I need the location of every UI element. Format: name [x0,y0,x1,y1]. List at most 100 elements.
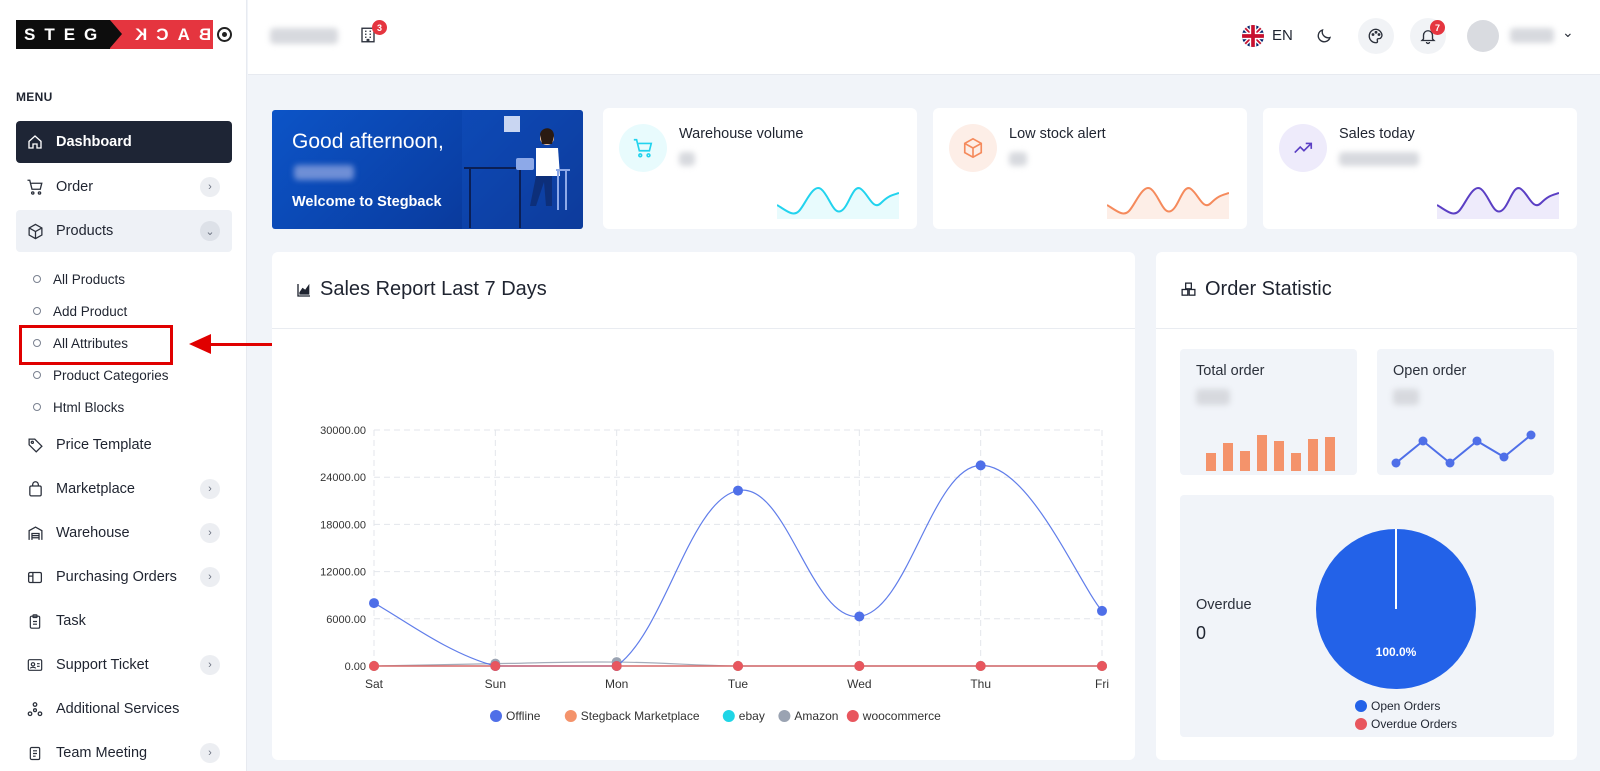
contact-card-icon [26,656,44,674]
data-point [490,661,501,671]
user-avatar[interactable] [1467,20,1499,52]
chevron-down-icon[interactable]: ⌄ [1562,24,1574,40]
services-icon [26,700,44,718]
sidebar-item-task[interactable]: Task [16,600,232,642]
open-order-card: Open order [1377,349,1554,475]
open-order-label: Open order [1393,363,1467,379]
legend-label: woocommerce [862,709,941,723]
store-name-blurred[interactable] [270,28,338,44]
legend-label: ebay [739,709,765,723]
x-tick-label: Wed [847,677,871,691]
data-point [1097,605,1107,616]
sidebar-item-support-ticket[interactable]: Support Ticket › [16,644,232,686]
sales-report-panel: Sales Report Last 7 Days 30000.00 24000.0… [272,252,1135,760]
sidebar-item-label: Support Ticket [56,657,149,673]
sidebar-toggle-icon[interactable] [217,27,232,42]
annotation-arrow-head [189,334,211,354]
data-point [611,661,622,671]
legend-label: Open Orders [1371,699,1440,713]
subitem-html-blocks[interactable]: Html Blocks [33,396,124,418]
subitem-add-product[interactable]: Add Product [33,300,127,322]
dark-mode-button[interactable] [1306,18,1342,54]
legend-marker [1355,700,1367,712]
chevron-down-icon[interactable]: ⌄ [200,221,220,241]
sparkline-low-stock-alert [1107,186,1229,219]
sidebar-item-label: Products [56,223,114,239]
y-tick-label: 6000.00 [326,614,366,626]
chevron-right-icon[interactable]: › [200,743,220,763]
stat-card-low-stock-alert: Low stock alert [933,108,1247,229]
legend-marker [564,710,577,722]
y-tick-label: 0.00 [345,661,366,673]
data-point [854,661,865,671]
data-point [1097,661,1107,671]
box-icon [949,124,997,172]
theme-button[interactable] [1358,18,1394,54]
user-name-blurred[interactable] [1510,28,1554,43]
chevron-right-icon[interactable]: › [200,479,220,499]
home-icon [26,133,44,151]
sidebar-item-team-meeting[interactable]: Team Meeting › [16,732,232,771]
y-tick-label: 30000.00 [320,425,366,437]
chevron-right-icon[interactable]: › [200,567,220,587]
tag-icon [26,436,44,454]
total-order-card: Total order [1180,349,1357,475]
moon-icon [1317,28,1332,43]
stegback-logo[interactable]: STEG BACK [16,20,214,49]
sidebar: STEG BACK MENU Dashboard Order › Product… [0,0,247,771]
greeting-text: Good afternoon, [292,130,444,153]
stat-value-blurred [679,152,695,166]
chevron-right-icon[interactable]: › [200,177,220,197]
data-point [975,460,986,471]
total-order-label: Total order [1196,363,1265,379]
overdue-value: 0 [1196,623,1207,643]
subitem-all-products[interactable]: All Products [33,268,125,290]
sidebar-item-label: Additional Services [56,701,180,717]
sales-report-title: Sales Report Last 7 Days [320,278,547,300]
sidebar-item-label: Warehouse [56,525,130,541]
area-chart-icon [296,282,312,298]
subitem-product-categories[interactable]: Product Categories [33,364,169,386]
data-point [733,485,743,496]
language-selector[interactable]: EN [1272,27,1293,44]
data-point [369,598,379,609]
notifications-button[interactable]: 7 [1410,18,1446,54]
sidebar-item-dashboard[interactable]: Dashboard [16,121,232,163]
sidebar-item-label: Purchasing Orders [56,569,177,585]
sales-line-chart: 30000.00 24000.00 18000.00 12000.00 6000.00 0… [320,425,1109,723]
sidebar-item-order[interactable]: Order › [16,166,232,208]
box-icon [26,222,44,240]
stat-value-blurred [1339,152,1419,166]
x-tick-label: Tue [728,677,749,691]
total-order-value-blurred [1196,389,1230,405]
welcome-subtitle: Welcome to Stegback [292,194,442,210]
sidebar-item-label: Team Meeting [56,745,148,761]
chevron-right-icon[interactable]: › [200,655,220,675]
legend-marker [722,710,735,722]
sidebar-item-additional-services[interactable]: Additional Services [16,688,232,730]
sidebar-item-label: Price Template [56,437,152,453]
order-statistic-title: Order Statistic [1205,278,1332,300]
sidebar-item-products[interactable]: Products ⌄ [16,210,232,252]
sidebar-item-purchasing-orders[interactable]: Purchasing Orders › [16,556,232,598]
sidebar-item-marketplace[interactable]: Marketplace › [16,468,232,510]
palette-icon [1368,28,1383,44]
cart-icon [26,178,44,196]
subitem-all-attributes[interactable]: All Attributes [33,332,128,354]
notification-badge: 7 [1430,20,1445,35]
uk-flag-icon[interactable] [1242,25,1264,47]
total-order-bar-sparkline [1206,435,1335,471]
sparkline-warehouse-volume [777,186,899,219]
chevron-right-icon[interactable]: › [200,523,220,543]
legend-marker [1355,718,1367,730]
y-tick-label: 24000.00 [320,472,366,484]
data-point [369,661,379,671]
sidebar-item-price-template[interactable]: Price Template [16,424,232,466]
y-tick-label: 12000.00 [320,567,366,579]
sidebar-item-warehouse[interactable]: Warehouse › [16,512,232,554]
orders-pie-chart: 100.0% Open Orders Overdue Orders [1316,529,1476,731]
sidebar-item-label: Order [56,179,94,195]
x-tick-label: Sun [485,677,506,691]
document-icon [26,744,44,762]
company-switch-button[interactable]: 3 [353,20,387,50]
